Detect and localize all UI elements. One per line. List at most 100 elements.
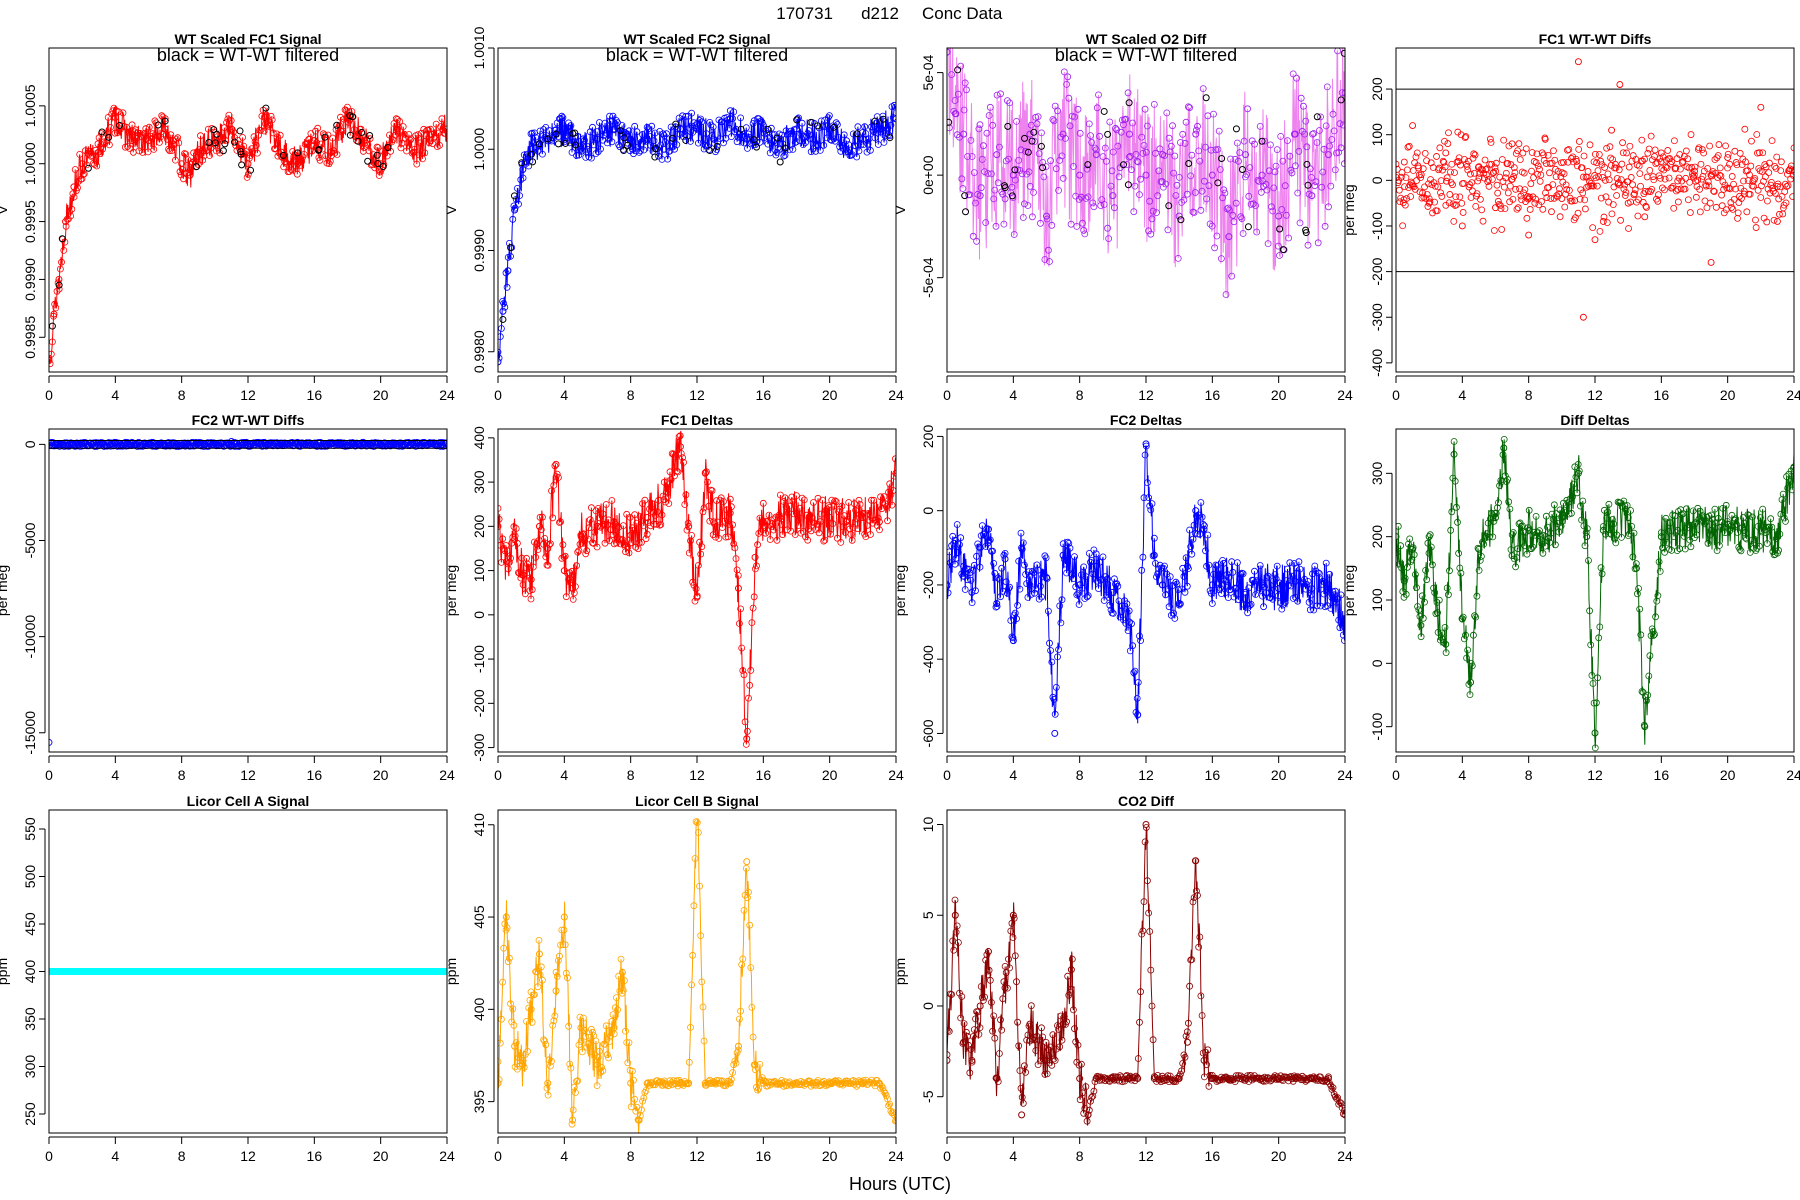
data-point	[1070, 1006, 1077, 1014]
filtered-point	[961, 192, 969, 200]
data-point	[761, 522, 768, 530]
filtered-point	[682, 136, 690, 144]
x-tick-label: 20	[1271, 387, 1287, 403]
data-point	[1122, 1072, 1130, 1080]
data-point	[1539, 205, 1547, 213]
y-tick-label: 10	[920, 817, 936, 833]
data-point	[1120, 121, 1127, 129]
data-point	[567, 1064, 575, 1072]
data-point	[1187, 172, 1195, 180]
data-point	[1453, 503, 1460, 511]
data-point	[145, 123, 153, 131]
data-point	[586, 516, 594, 524]
data-point	[71, 166, 79, 173]
data-point	[1150, 1075, 1158, 1083]
data-point	[1676, 165, 1684, 173]
data-point	[1219, 557, 1226, 564]
data-point	[1603, 144, 1611, 152]
data-point	[881, 500, 889, 508]
data-point	[1104, 224, 1111, 232]
series-line	[1396, 439, 1794, 748]
filtered-point	[236, 127, 244, 135]
filtered-point	[84, 164, 92, 172]
data-point	[816, 518, 824, 525]
data-point	[1141, 451, 1149, 459]
data-point	[190, 149, 198, 157]
data-point	[1199, 85, 1207, 92]
data-point	[1769, 184, 1777, 192]
data-point	[880, 1088, 888, 1096]
plot-area	[498, 818, 896, 1133]
data-point	[1430, 584, 1437, 592]
data-point	[1656, 568, 1664, 575]
x-tick-label: 12	[1138, 1148, 1154, 1164]
data-point	[1622, 189, 1630, 196]
x-tick-label: 16	[307, 387, 323, 403]
data-point	[1068, 955, 1076, 963]
data-point	[1092, 550, 1100, 558]
data-point	[1510, 173, 1518, 180]
data-point	[1404, 563, 1411, 571]
data-point	[1154, 192, 1162, 200]
y-tick-label: -10000	[22, 615, 38, 659]
data-point	[1304, 1076, 1312, 1083]
data-point	[1761, 161, 1769, 168]
data-point	[786, 146, 793, 154]
data-point	[726, 495, 734, 503]
data-point	[1198, 187, 1206, 195]
data-point	[704, 478, 711, 486]
data-point	[716, 1079, 724, 1087]
data-point	[1724, 520, 1732, 528]
data-point	[1084, 1111, 1092, 1119]
data-point	[1425, 199, 1433, 207]
data-point	[267, 112, 275, 120]
data-point	[1423, 157, 1430, 165]
data-point	[227, 438, 235, 445]
data-point	[1292, 594, 1299, 601]
data-point	[1079, 1089, 1086, 1097]
data-point	[1133, 695, 1141, 702]
chart-title: WT Scaled O2 Diff	[1086, 31, 1207, 47]
data-point	[693, 593, 701, 601]
data-point	[1478, 206, 1486, 214]
data-point	[1097, 576, 1105, 584]
data-point	[776, 1079, 784, 1087]
data-point	[532, 553, 539, 561]
data-point	[849, 524, 857, 531]
data-point	[1308, 173, 1315, 181]
data-point	[1109, 148, 1117, 156]
data-point	[1149, 207, 1157, 215]
data-point	[1744, 167, 1751, 175]
data-point	[575, 1041, 583, 1049]
data-point	[1412, 153, 1420, 161]
data-point	[1078, 193, 1085, 201]
data-point	[511, 536, 519, 544]
data-point	[1525, 506, 1533, 514]
filtered-point	[237, 148, 245, 156]
data-point	[1298, 1072, 1306, 1080]
data-point	[1407, 193, 1415, 200]
data-point	[577, 531, 585, 539]
data-point	[1272, 575, 1280, 583]
data-point	[757, 117, 765, 125]
filtered-point	[672, 120, 680, 128]
data-point	[712, 533, 719, 541]
data-point	[1490, 517, 1498, 525]
data-point	[1783, 183, 1791, 190]
data-point	[1624, 532, 1632, 539]
plot-frame	[946, 809, 1346, 1134]
data-point	[981, 529, 988, 537]
y-tick-label: 100	[1369, 588, 1385, 612]
data-point	[1043, 1056, 1050, 1064]
data-point	[1665, 174, 1673, 182]
data-point	[535, 950, 543, 958]
data-point	[1300, 579, 1307, 586]
data-point	[1522, 145, 1530, 153]
data-point	[1225, 233, 1233, 241]
data-point	[683, 526, 691, 534]
data-point	[1291, 1075, 1299, 1083]
data-point	[528, 1018, 536, 1026]
data-point	[261, 113, 269, 121]
